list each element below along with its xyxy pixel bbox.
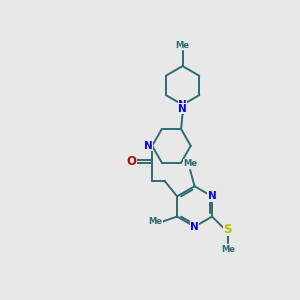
- Text: Me: Me: [221, 245, 235, 254]
- Text: N: N: [144, 141, 153, 151]
- Text: Me: Me: [183, 160, 197, 169]
- Text: N: N: [190, 222, 199, 232]
- Text: Me: Me: [149, 218, 163, 226]
- Text: N: N: [178, 103, 187, 114]
- Text: S: S: [224, 223, 232, 236]
- Text: N: N: [208, 191, 217, 201]
- Text: O: O: [127, 155, 136, 168]
- Text: Me: Me: [176, 41, 190, 50]
- Text: N: N: [178, 100, 187, 110]
